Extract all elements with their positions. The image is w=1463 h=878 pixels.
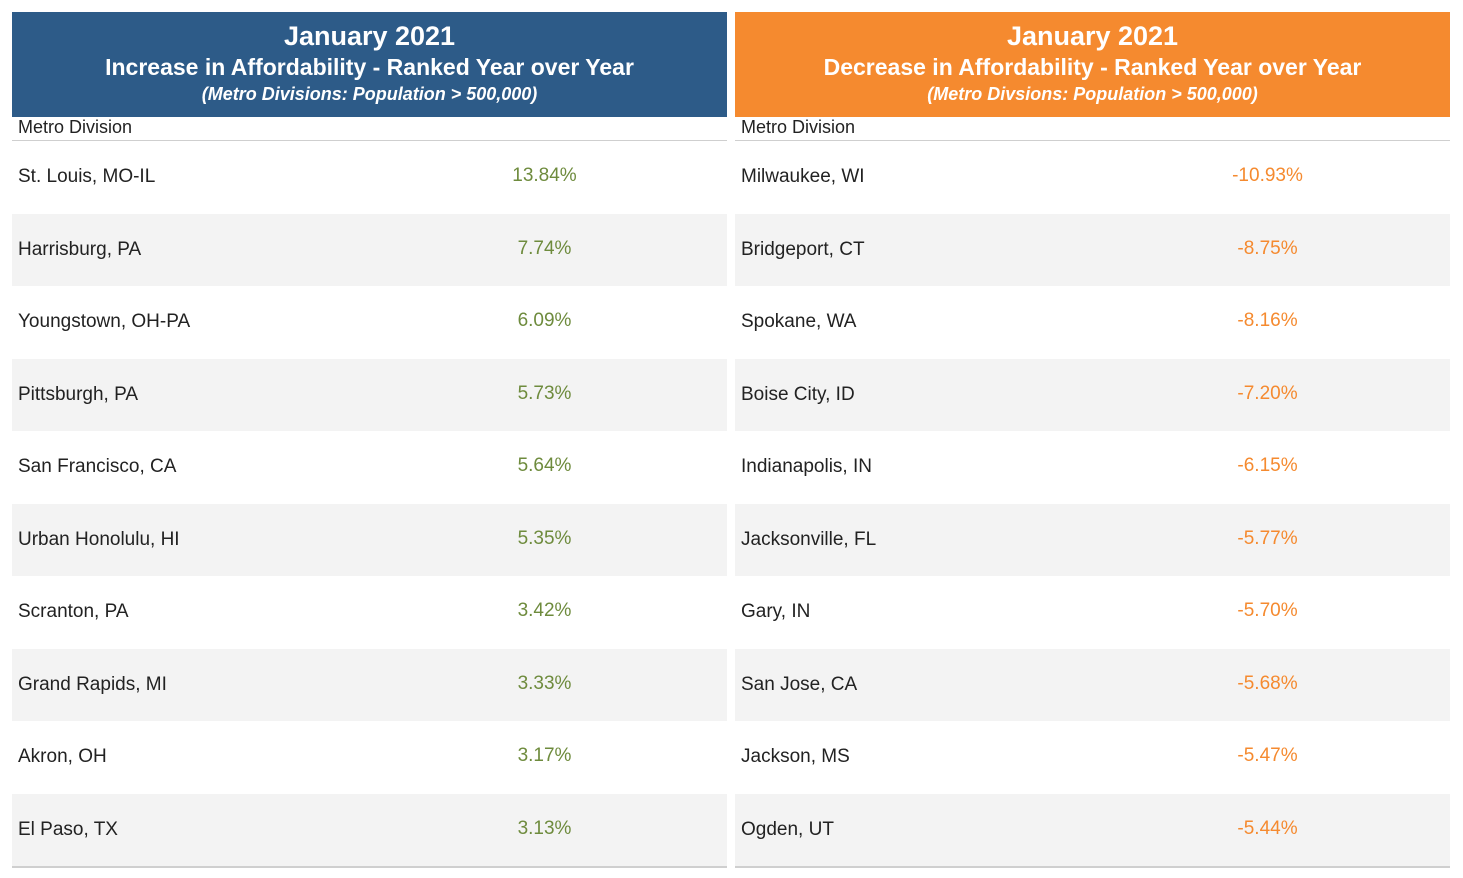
change-value: 5.73% (517, 382, 572, 404)
decrease-subtitle: Decrease in Affordability - Ranked Year … (823, 54, 1362, 80)
change-value: -5.70% (1237, 600, 1298, 621)
decrease-table: January 2021 Decrease in Affordability -… (735, 12, 1450, 868)
table-row: Jackson, MS -5.47% (735, 721, 1450, 794)
increase-subtitle: Increase in Affordability - Ranked Year … (105, 54, 634, 80)
change-value: -5.47% (1237, 745, 1298, 766)
table-row: Jacksonville, FL -5.77% (735, 503, 1450, 576)
metro-name: Indianapolis, IN (741, 456, 872, 477)
metro-name: Akron, OH (18, 746, 107, 767)
table-row: Akron, OH 3.17% (12, 721, 727, 794)
increase-table: January 2021 Increase in Affordability -… (12, 12, 727, 868)
table-row: Ogden, UT -5.44% (735, 793, 1450, 866)
change-value: 13.84% (512, 165, 577, 186)
metro-name: Urban Honolulu, HI (18, 528, 180, 550)
table-row: Boise City, ID -7.20% (735, 358, 1450, 431)
metro-name: Spokane, WA (741, 311, 857, 332)
table-row: Scranton, PA 3.42% (12, 576, 727, 649)
table-row: Harrisburg, PA 7.74% (12, 213, 727, 286)
metro-name: Gary, IN (741, 601, 811, 622)
table-row: El Paso, TX 3.13% (12, 793, 727, 866)
metro-name: Grand Rapids, MI (18, 673, 167, 695)
increase-column-header: Metro Division (12, 117, 727, 141)
table-row: Grand Rapids, MI 3.33% (12, 648, 727, 721)
metro-name: Bridgeport, CT (741, 238, 865, 260)
table-row: Pittsburgh, PA 5.73% (12, 358, 727, 431)
change-value: -8.16% (1237, 310, 1298, 331)
metro-name: Scranton, PA (18, 601, 129, 622)
increase-header: January 2021 Increase in Affordability -… (12, 12, 727, 117)
change-value: -7.20% (1237, 382, 1298, 404)
change-value: -10.93% (1232, 165, 1303, 186)
metro-name: Boise City, ID (741, 383, 855, 405)
decrease-header: January 2021 Decrease in Affordability -… (735, 12, 1450, 117)
table-row: Urban Honolulu, HI 5.35% (12, 503, 727, 576)
table-row: San Francisco, CA 5.64% (12, 431, 727, 504)
metro-name: Ogden, UT (741, 818, 834, 840)
change-value: 5.35% (517, 527, 572, 549)
change-value: -5.68% (1237, 672, 1298, 694)
table-row: Gary, IN -5.70% (735, 576, 1450, 649)
table-row: St. Louis, MO-IL 13.84% (12, 141, 727, 214)
change-value: 3.13% (517, 817, 572, 839)
change-value: 3.17% (517, 745, 572, 766)
change-value: 3.42% (517, 600, 572, 621)
metro-name: Youngstown, OH-PA (18, 311, 191, 332)
change-value: 3.33% (517, 672, 572, 694)
metro-name: El Paso, TX (18, 818, 118, 840)
decrease-note: (Metro Divsions: Population > 500,000) (927, 84, 1258, 104)
increase-title: January 2021 (283, 21, 456, 51)
decrease-column-header: Metro Division (735, 117, 1450, 141)
increase-note: (Metro Divisions: Population > 500,000) (201, 84, 538, 104)
metro-name: Harrisburg, PA (18, 238, 142, 260)
table-row: Youngstown, OH-PA 6.09% (12, 286, 727, 359)
metro-name: St. Louis, MO-IL (18, 166, 156, 187)
change-value: 5.64% (517, 455, 572, 476)
decrease-title: January 2021 (1006, 21, 1179, 51)
change-value: 7.74% (517, 237, 572, 259)
metro-name: Jacksonville, FL (741, 528, 877, 550)
change-value: 6.09% (517, 310, 572, 331)
metro-name: Jackson, MS (741, 746, 850, 767)
table-row: San Jose, CA -5.68% (735, 648, 1450, 721)
change-value: -6.15% (1237, 455, 1298, 476)
change-value: -5.77% (1237, 527, 1298, 549)
table-row: Bridgeport, CT -8.75% (735, 213, 1450, 286)
metro-name: San Francisco, CA (18, 456, 177, 477)
change-value: -8.75% (1237, 237, 1298, 259)
metro-name: San Jose, CA (741, 673, 858, 695)
table-row: Indianapolis, IN -6.15% (735, 431, 1450, 504)
table-row: Spokane, WA -8.16% (735, 286, 1450, 359)
table-row: Milwaukee, WI -10.93% (735, 141, 1450, 214)
metro-name: Milwaukee, WI (741, 166, 865, 187)
metro-name: Pittsburgh, PA (18, 383, 139, 405)
change-value: -5.44% (1237, 817, 1298, 839)
